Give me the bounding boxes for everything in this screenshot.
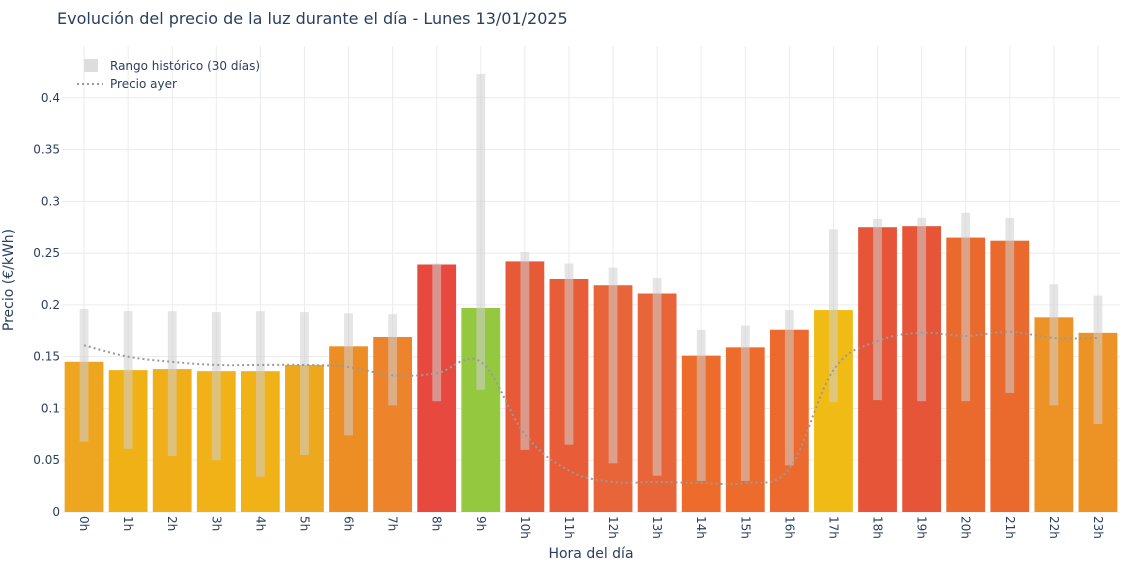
historical-range-bar <box>123 311 133 449</box>
historical-range-bar <box>608 267 618 464</box>
historical-range-layer <box>79 73 1103 481</box>
x-tick-label: 2h <box>165 516 179 531</box>
x-axis-label: Hora del día <box>548 546 633 562</box>
x-tick-label: 10h <box>518 516 532 539</box>
x-tick-label: 9h <box>474 516 488 531</box>
x-tick-label: 12h <box>606 516 620 539</box>
historical-range-bar <box>300 312 309 456</box>
y-axis-label: Precio (€/kWh) <box>1 229 17 331</box>
x-tick-label: 1h <box>121 516 135 531</box>
historical-range-bar <box>1005 217 1015 393</box>
historical-range-bar <box>476 73 486 390</box>
y-tick-label: 0.4 <box>41 91 60 105</box>
historical-range-bar <box>873 218 882 401</box>
tick-layer: 0 0.05 0.1 0.15 0.2 0.25 0.3 0.35 0.4 0h 1h 2h 3h 4h 5… <box>33 91 1105 539</box>
historical-range-bar <box>696 329 706 481</box>
legend-line-label: Precio ayer <box>110 77 177 91</box>
yesterday-line-layer <box>83 330 1098 486</box>
y-tick-label: 0.1 <box>41 401 60 415</box>
y-tick-label: 0.25 <box>33 246 60 260</box>
x-tick-label: 16h <box>782 516 796 539</box>
legend-range-label: Rango histórico (30 días) <box>110 59 260 73</box>
x-tick-label: 14h <box>694 516 708 539</box>
y-tick-label: 0.35 <box>33 143 60 157</box>
historical-range-bar <box>961 212 971 402</box>
historical-range-bar <box>344 313 353 436</box>
historical-range-bar <box>829 229 838 403</box>
historical-range-bar <box>79 309 89 442</box>
x-tick-label: 19h <box>915 516 929 539</box>
x-tick-label: 20h <box>959 516 973 539</box>
historical-range-bar <box>1049 284 1059 406</box>
chart-title: Evolución del precio de la luz durante e… <box>57 9 568 28</box>
historical-range-bar <box>388 314 398 406</box>
y-tick-label: 0.05 <box>33 453 60 467</box>
x-tick-label: 11h <box>562 516 576 539</box>
x-tick-label: 3h <box>209 516 223 531</box>
historical-range-bar <box>432 263 442 402</box>
historical-range-bar <box>1093 295 1103 424</box>
x-tick-label: 6h <box>342 516 356 531</box>
historical-range-bar <box>917 217 927 402</box>
historical-range-bar <box>652 277 662 476</box>
legend-range-swatch <box>84 59 98 72</box>
x-tick-label: 21h <box>1003 516 1017 539</box>
historical-range-bar <box>520 252 530 450</box>
y-tick-label: 0.3 <box>41 194 60 208</box>
x-tick-label: 15h <box>738 516 752 539</box>
y-tick-label: 0.2 <box>41 298 60 312</box>
x-tick-label: 7h <box>386 516 400 531</box>
x-tick-label: 0h <box>77 516 91 531</box>
y-tick-label: 0 <box>52 505 60 519</box>
yesterday-price-line <box>83 330 1098 486</box>
x-tick-label: 23h <box>1091 516 1105 539</box>
historical-range-bar <box>784 310 794 466</box>
historical-range-bar <box>255 311 265 477</box>
x-tick-label: 13h <box>650 516 664 539</box>
x-tick-label: 8h <box>430 516 444 531</box>
x-tick-label: 4h <box>253 516 267 531</box>
legend: Rango histórico (30 días) Precio ayer <box>77 59 260 91</box>
historical-range-bar <box>211 312 221 461</box>
historical-range-bar <box>740 325 750 481</box>
historical-range-bar <box>564 263 574 445</box>
historical-range-bar <box>167 311 177 457</box>
x-tick-label: 22h <box>1047 516 1061 539</box>
x-tick-label: 5h <box>297 516 311 531</box>
y-tick-label: 0.15 <box>33 350 60 364</box>
x-tick-label: 17h <box>826 516 840 539</box>
x-tick-label: 18h <box>871 516 885 539</box>
